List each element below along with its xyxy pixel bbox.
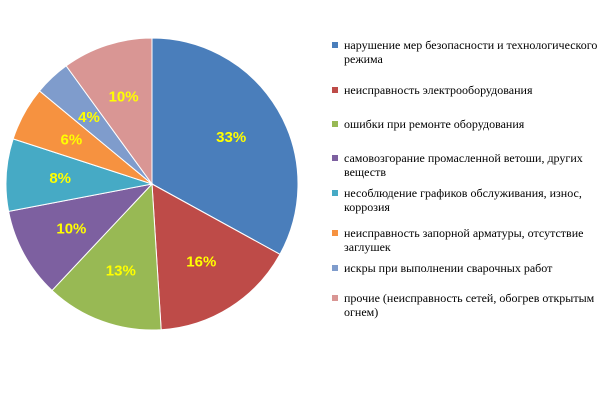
legend-item: прочие (неисправность сетей, обогрев отк…: [332, 291, 602, 319]
legend-label: несоблюдение графиков обслуживания, изно…: [344, 186, 582, 214]
legend-label: искры при выполнении сварочных работ: [344, 261, 553, 275]
legend-swatch: [332, 295, 338, 301]
slice-data-label: 13%: [106, 263, 136, 280]
slice-data-label: 10%: [56, 220, 86, 237]
pie-slice: [65, 37, 153, 186]
legend-item: ошибки при ремонте оборудования: [332, 117, 602, 131]
slice-data-label: 16%: [186, 254, 216, 271]
slice-data-label: 6%: [61, 132, 83, 149]
legend-item: несоблюдение графиков обслуживания, изно…: [332, 186, 602, 214]
legend-swatch: [332, 121, 338, 127]
legend-label: прочие (неисправность сетей, обогрев отк…: [344, 291, 595, 319]
legend-label: самовозгорание промасленной ветоши, друг…: [344, 151, 583, 179]
legend-item: нарушение мер безопасности и технологиче…: [332, 38, 602, 66]
legend-label: ошибки при ремонте оборудования: [344, 117, 525, 131]
slice-data-label: 10%: [109, 89, 139, 106]
slice-data-label: 4%: [78, 109, 100, 126]
legend-item: неисправность электрооборудования: [332, 83, 602, 97]
pie-chart: 33% 16% 13% 10% 8% 6% 4% 10%: [5, 37, 299, 331]
legend-swatch: [332, 42, 338, 48]
slice-data-label: 8%: [49, 170, 71, 187]
legend-item: неисправность запорной арматуры, отсутст…: [332, 226, 602, 254]
pie-slice: [151, 37, 299, 256]
pie-slice: [51, 182, 162, 331]
legend-swatch: [332, 230, 338, 236]
legend-swatch: [332, 87, 338, 93]
legend-label: неисправность запорной арматуры, отсутст…: [344, 226, 584, 254]
legend-item: самовозгорание промасленной ветоши, друг…: [332, 151, 602, 179]
pie-slice: [8, 183, 154, 292]
slice-data-label: 33%: [216, 129, 246, 146]
legend-swatch: [332, 265, 338, 271]
pie-slices: [5, 37, 299, 331]
chart-legend: нарушение мер безопасности и технологиче…: [332, 38, 602, 319]
pie-data-labels: 33% 16% 13% 10% 8% 6% 4% 10%: [49, 89, 246, 280]
legend-label: неисправность электрооборудования: [344, 83, 533, 97]
pie-slice: [151, 183, 281, 331]
legend-swatch: [332, 190, 338, 196]
legend-label: нарушение мер безопасности и технологиче…: [344, 38, 598, 66]
legend-swatch: [332, 155, 338, 161]
legend-item: искры при выполнении сварочных работ: [332, 261, 602, 275]
